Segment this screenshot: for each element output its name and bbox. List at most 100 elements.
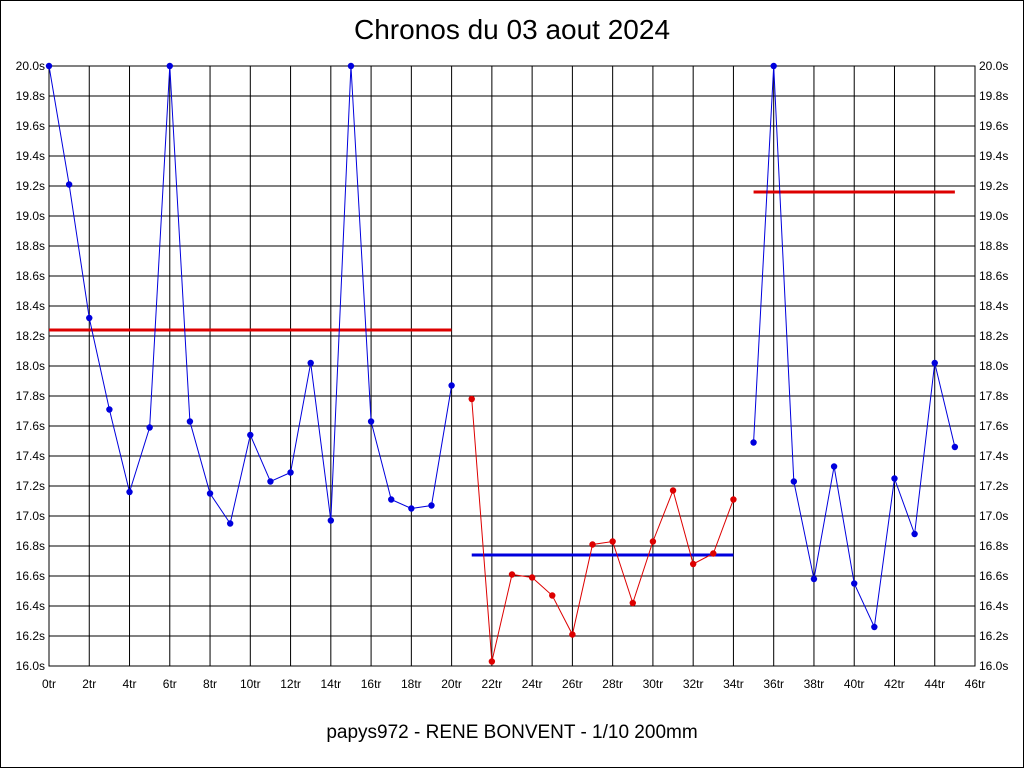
data-point [710, 550, 717, 557]
data-point [669, 487, 677, 494]
y-tick-label: 20.0s [16, 59, 45, 73]
x-tick-label: 0tr [42, 677, 56, 691]
x-tick-label: 36tr [763, 677, 784, 691]
data-point [388, 496, 395, 503]
series-group [45, 62, 959, 665]
data-point [810, 575, 818, 583]
y-tick-label: 18.8s [16, 239, 45, 253]
y-tick-label: 18.6s [16, 269, 45, 283]
x-tick-label: 30tr [643, 677, 664, 691]
data-point [408, 505, 415, 512]
x-tick-label: 38tr [804, 677, 825, 691]
data-point [609, 538, 616, 545]
data-point [86, 314, 93, 322]
y-tick-label: 18.6s [979, 269, 1008, 283]
data-point [871, 623, 878, 631]
y-tick-label: 16.4s [979, 599, 1008, 613]
data-point [689, 560, 697, 568]
data-point [327, 517, 335, 524]
x-tick-label: 4tr [123, 677, 137, 691]
data-point [851, 580, 858, 587]
y-tick-label: 16.4s [16, 599, 45, 613]
data-point [528, 574, 536, 581]
data-point [367, 418, 375, 425]
x-tick-label: 18tr [401, 677, 422, 691]
data-point [45, 62, 53, 70]
x-tick-label: 16tr [361, 677, 382, 691]
data-point [951, 443, 959, 451]
y-tick-label: 17.2s [16, 479, 45, 493]
x-tick-label: 2tr [82, 677, 96, 691]
plot-border [48, 65, 976, 667]
grid-lines [48, 65, 976, 667]
data-point [770, 62, 777, 70]
x-tick-label: 8tr [203, 677, 217, 691]
x-tick-label: 10tr [240, 677, 261, 691]
y-tick-label: 19.2s [16, 179, 45, 193]
x-tick-label: 14tr [320, 677, 341, 691]
x-tick-label: 24tr [522, 677, 543, 691]
data-point [206, 490, 214, 497]
y-tick-label: 17.6s [979, 419, 1008, 433]
x-tick-label: 6tr [163, 677, 177, 691]
y-axis-left-labels: 16.0s 16.2s 16.4s 16.6s 16.8s 17.0s 17.2s 17.4s… [16, 59, 45, 673]
y-tick-label: 18.4s [979, 299, 1008, 313]
data-point [247, 431, 254, 439]
y-tick-label: 19.4s [16, 149, 45, 163]
data-point [549, 592, 556, 599]
data-point [287, 469, 294, 476]
y-tick-label: 19.0s [979, 209, 1008, 223]
y-tick-label: 20.0s [979, 59, 1008, 73]
y-tick-label: 18.2s [16, 329, 45, 343]
y-axis-right-labels: 16.0s 16.2s 16.4s 16.6s 16.8s 17.0s 17.2s 17.4s… [979, 59, 1008, 673]
y-tick-label: 16.2s [979, 629, 1008, 643]
y-tick-label: 18.4s [16, 299, 45, 313]
data-point [428, 502, 435, 509]
data-point [830, 463, 838, 470]
y-tick-label: 19.2s [979, 179, 1008, 193]
data-point [730, 496, 737, 503]
data-point [790, 478, 798, 485]
y-tick-label: 16.8s [979, 539, 1008, 553]
x-tick-label: 34tr [723, 677, 744, 691]
x-tick-label: 22tr [482, 677, 503, 691]
y-tick-label: 18.8s [979, 239, 1008, 253]
data-point [226, 520, 234, 527]
y-tick-label: 19.6s [16, 119, 45, 133]
y-tick-label: 16.6s [16, 569, 45, 583]
x-axis-labels: 0tr 2tr 4tr 6tr 8tr 10tr 12tr 14tr 16tr 18tr 20tr 2… [42, 677, 985, 691]
data-point [166, 62, 173, 70]
data-point [931, 359, 938, 367]
data-point [649, 538, 657, 545]
y-tick-label: 18.0s [979, 359, 1008, 373]
data-point [186, 418, 194, 425]
x-tick-label: 12tr [280, 677, 301, 691]
data-point [569, 631, 576, 638]
y-tick-label: 18.2s [979, 329, 1008, 343]
y-tick-label: 17.0s [979, 509, 1008, 523]
data-point [508, 571, 516, 578]
y-tick-label: 17.0s [16, 509, 45, 523]
x-tick-label: 32tr [683, 677, 704, 691]
chart-caption: papys972 - RENE BONVENT - 1/10 200mm [326, 722, 698, 743]
y-tick-label: 17.8s [16, 389, 45, 403]
y-tick-label: 19.4s [979, 149, 1008, 163]
y-tick-label: 19.8s [979, 89, 1008, 103]
data-point [750, 439, 757, 446]
y-tick-label: 16.2s [16, 629, 45, 643]
data-point [146, 424, 153, 431]
y-tick-label: 17.6s [16, 419, 45, 433]
x-tick-label: 40tr [844, 677, 865, 691]
x-tick-label: 28tr [602, 677, 623, 691]
y-tick-label: 17.8s [979, 389, 1008, 403]
y-tick-label: 19.8s [16, 89, 45, 103]
y-tick-label: 18.0s [16, 359, 45, 373]
x-tick-label: 42tr [884, 677, 905, 691]
data-point [347, 62, 355, 70]
data-point [468, 395, 475, 403]
y-tick-label: 16.0s [16, 659, 45, 673]
data-point [448, 382, 455, 389]
y-tick-label: 16.0s [979, 659, 1008, 673]
data-point [488, 658, 496, 665]
